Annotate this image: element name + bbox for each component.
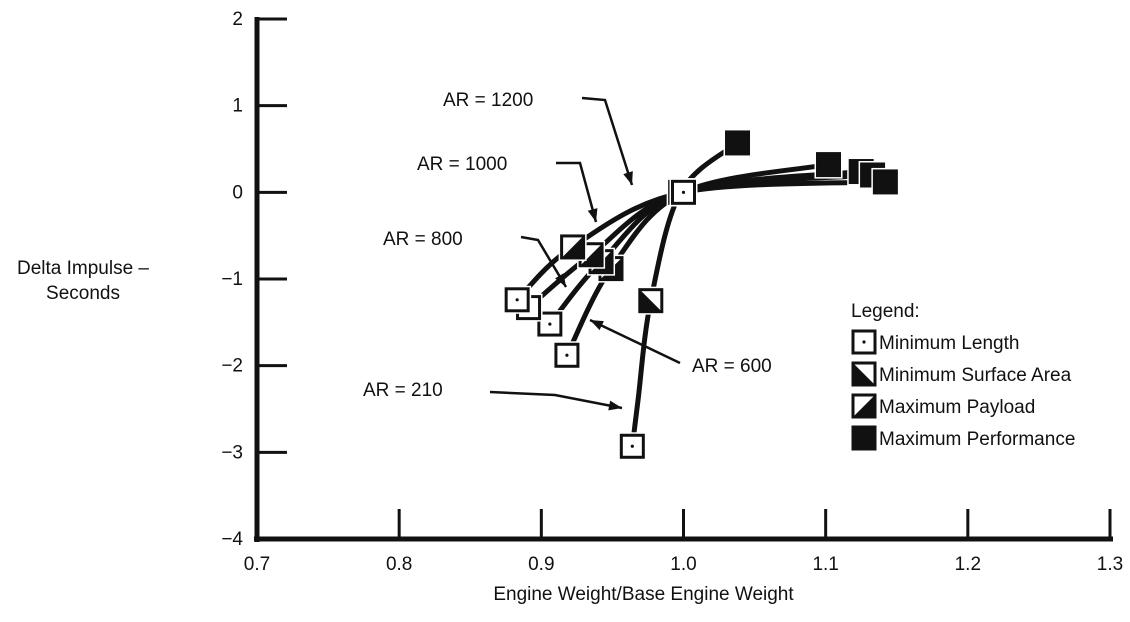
marker-fill <box>816 152 842 178</box>
marker-dot <box>565 353 569 357</box>
data-point <box>871 167 900 196</box>
x-tick-label: 1.3 <box>1097 554 1123 575</box>
y-axis-title: Delta Impulse – Seconds <box>17 258 149 304</box>
y-tick-label: −1 <box>221 269 243 290</box>
marker-fill <box>872 169 898 195</box>
x-axis-title: Engine Weight/Base Engine Weight <box>493 584 794 605</box>
legend-label: Minimum Length <box>879 333 1019 354</box>
annotation-arrow <box>589 318 681 365</box>
legend-label: Maximum Payload <box>879 397 1035 418</box>
x-tick-label: 1.1 <box>812 554 838 575</box>
legend-marker <box>850 392 878 420</box>
x-tick-label: 0.8 <box>386 554 412 575</box>
data-point <box>636 286 665 315</box>
series-line <box>547 169 864 327</box>
legend-item: Minimum Length <box>850 328 1019 356</box>
data-point <box>814 150 843 179</box>
data-point <box>558 232 587 261</box>
arrowhead <box>608 400 622 411</box>
legend-marker <box>850 328 878 356</box>
series-line <box>564 162 832 358</box>
annotation-arrow <box>520 235 568 288</box>
annotation-label: AR = 1000 <box>417 154 507 175</box>
annotation-layer: AR = 1200 AR = 1000 AR = 800 AR = 600 AR = 2… <box>363 90 772 411</box>
x-tick-label: 0.9 <box>528 554 554 575</box>
annotation-label: AR = 800 <box>383 229 463 250</box>
data-point <box>723 128 752 157</box>
y-tick-label: −2 <box>221 356 243 377</box>
legend-item: Maximum Performance <box>850 424 1075 452</box>
marker-half <box>590 250 613 273</box>
arrowhead <box>555 273 566 287</box>
y-tick-label: 0 <box>232 182 243 203</box>
legend-label: Maximum Performance <box>879 429 1075 450</box>
marker-half <box>853 395 875 417</box>
legend-item: Minimum Surface Area <box>850 360 1072 388</box>
legend-marker <box>850 360 878 388</box>
legend-item: Maximum Payload <box>850 392 1035 420</box>
y-tick-label: −3 <box>221 442 243 463</box>
annotation-arrow <box>581 96 634 186</box>
marker-dot <box>630 444 634 448</box>
marker-dot <box>548 322 552 326</box>
arrowhead <box>587 208 598 222</box>
legend-marker <box>850 424 878 452</box>
series-layer <box>503 128 900 461</box>
y-tick-label: 1 <box>232 96 243 117</box>
y-axis-title-line: Delta Impulse – <box>17 258 149 279</box>
series-line <box>514 179 888 303</box>
annotation-label: AR = 600 <box>692 356 772 377</box>
data-point <box>552 341 581 370</box>
x-tick-label: 1.2 <box>955 554 981 575</box>
annotation-arrow <box>489 390 623 410</box>
x-tick-label: 0.7 <box>244 554 270 575</box>
data-point <box>618 432 647 461</box>
y-tick-label: −4 <box>221 529 243 550</box>
y-axis-title-line: Seconds <box>46 283 120 304</box>
annotation-label: AR = 210 <box>363 380 443 401</box>
legend: Legend: Minimum Length Minimum Surface Are… <box>850 301 1075 452</box>
arrowhead <box>623 171 633 185</box>
marker-half <box>853 363 875 385</box>
data-point <box>669 178 698 207</box>
arrowhead <box>590 320 604 331</box>
marker-dot <box>862 340 866 344</box>
marker-half <box>639 289 662 312</box>
y-tick-label: 2 <box>232 9 243 30</box>
marker-dot <box>681 190 686 194</box>
marker-fill <box>851 425 877 451</box>
axes: 2 1 0 −1 −2 −3 −40.7 0.8 0.9 1.0 1.1 1.2 1.3 Engine W… <box>17 9 1123 605</box>
marker-half <box>561 235 584 258</box>
legend-title: Legend: <box>851 301 920 322</box>
data-point <box>503 285 532 314</box>
marker-dot <box>515 298 519 302</box>
marker-fill <box>725 130 751 156</box>
x-tick-label: 1.0 <box>670 554 696 575</box>
annotation-label: AR = 1200 <box>443 90 533 111</box>
legend-label: Minimum Surface Area <box>879 365 1072 386</box>
annotation-arrow <box>556 161 598 223</box>
